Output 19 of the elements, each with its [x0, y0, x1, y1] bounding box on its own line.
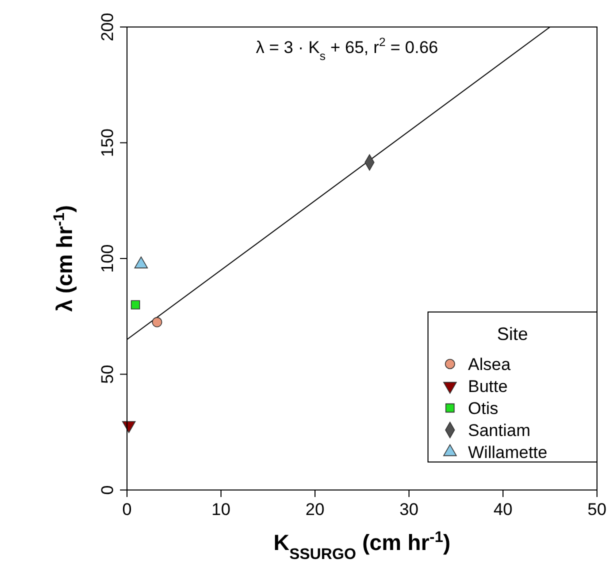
- legend-label: Butte: [468, 377, 508, 396]
- x-tick-label: 0: [122, 500, 132, 519]
- x-tick-label: 10: [212, 500, 230, 519]
- x-tick-label: 20: [306, 500, 324, 519]
- x-tick-label: 30: [400, 500, 418, 519]
- legend-label: Willamette: [468, 443, 548, 462]
- legend-label: Santiam: [468, 421, 530, 440]
- y-tick-label: 150: [98, 128, 117, 157]
- legend-title: Site: [496, 324, 528, 344]
- legend-label: Alsea: [468, 355, 512, 374]
- x-tick-label: 50: [588, 500, 606, 519]
- y-tick-label: 50: [98, 364, 117, 384]
- annotation: λ = 3 · K$_{s}$ + 65, r$^{2}$ = 0.66: [256, 35, 438, 63]
- y-tick-label: 0: [98, 485, 117, 495]
- legend-label: Otis: [468, 399, 498, 418]
- y-tick-label: 200: [98, 12, 117, 42]
- y-tick-label: 100: [98, 244, 117, 273]
- x-axis-title: K$_{SSURGO}$ (cm hr$^{-1}$): [274, 528, 450, 562]
- x-tick-label: 40: [494, 500, 512, 519]
